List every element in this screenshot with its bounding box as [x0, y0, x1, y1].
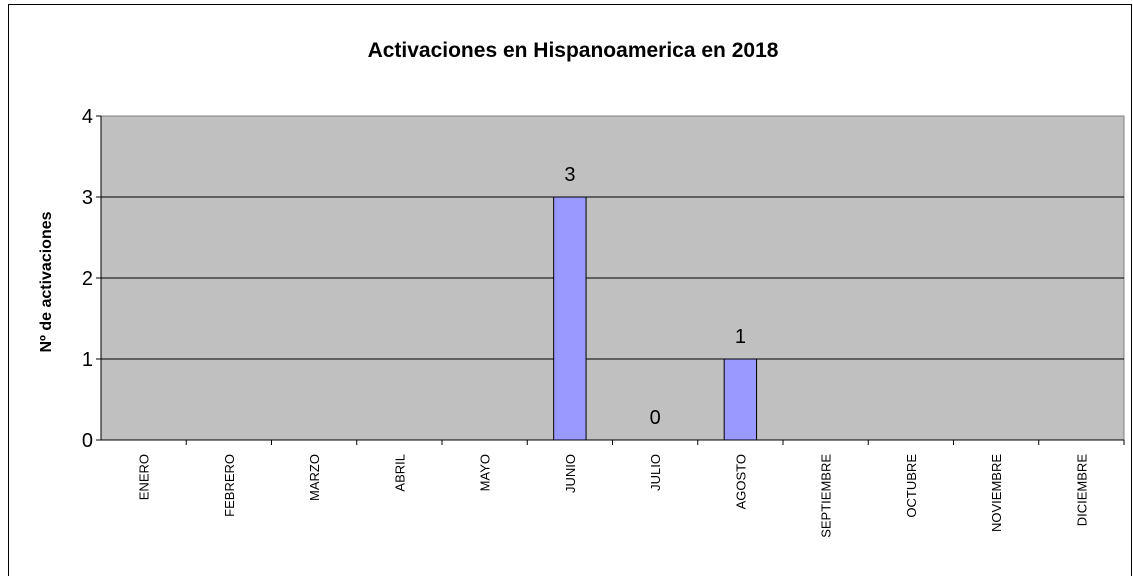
x-tick-label: JUNIO: [563, 454, 578, 493]
data-label: 1: [735, 326, 746, 348]
x-tick-label: OCTUBRE: [904, 454, 919, 518]
x-tick-label: NOVIEMBRE: [989, 454, 1004, 532]
x-tick-label: MARZO: [307, 454, 322, 501]
x-tick-label: JULIO: [648, 454, 663, 491]
y-tick-label: 2: [82, 268, 93, 290]
x-tick-label: AGOSTO: [733, 454, 748, 509]
y-axis-label: Nº de activaciones: [38, 211, 55, 352]
data-label: 0: [650, 407, 661, 429]
x-tick-label: FEBRERO: [222, 454, 237, 517]
data-label: 3: [564, 164, 575, 186]
x-tick-label: ENERO: [137, 454, 152, 500]
y-tick-label: 1: [82, 349, 93, 371]
bar: [724, 359, 756, 440]
bar: [554, 197, 586, 440]
plot-area: 0 1 2 3 4 ENERO FEBRERO MARZO ABRIL MAYO JUNIO 3 JUL…: [82, 106, 1124, 538]
y-tick-label: 4: [82, 106, 93, 128]
y-tick-label: 3: [82, 187, 93, 209]
x-tick-label: ABRIL: [392, 454, 407, 492]
x-tick-label: SEPTIEMBRE: [819, 454, 834, 538]
y-tick-label: 0: [82, 430, 93, 452]
x-tick-label: DICIEMBRE: [1074, 454, 1089, 527]
chart-title: Activaciones en Hispanoamerica en 2018: [368, 39, 779, 62]
x-tick-label: MAYO: [478, 454, 493, 491]
